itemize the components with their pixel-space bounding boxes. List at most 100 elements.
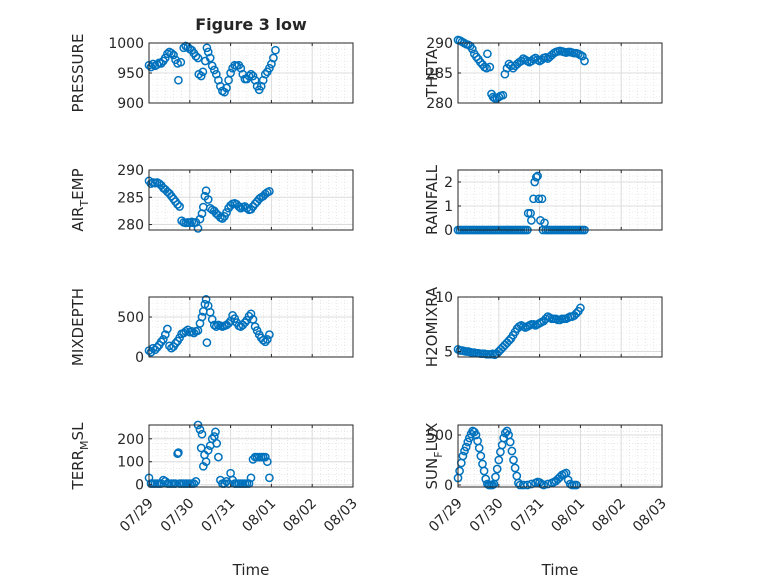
data-point — [460, 446, 469, 456]
data-point — [207, 434, 217, 444]
data-point — [207, 61, 217, 71]
axes-box — [148, 169, 354, 231]
data-point — [195, 425, 205, 434]
data-point — [523, 480, 532, 490]
data-point — [529, 194, 538, 204]
data-point — [187, 327, 197, 336]
data-point — [265, 473, 274, 483]
axes-box — [457, 424, 663, 488]
data-point — [175, 202, 184, 211]
data-point — [246, 69, 256, 79]
y-axis-label: PRESSURE — [69, 34, 87, 113]
y-tick-label: 5 — [444, 345, 453, 361]
data-point — [152, 60, 162, 69]
data-point — [576, 303, 585, 313]
data-point — [494, 455, 504, 465]
data-point — [260, 452, 270, 462]
data-point — [222, 208, 231, 217]
data-point — [541, 314, 551, 324]
data-point — [534, 194, 544, 204]
data-point — [152, 343, 162, 352]
data-point — [163, 324, 172, 334]
data-point — [201, 186, 211, 196]
data-point — [174, 448, 183, 457]
data-point — [218, 214, 227, 223]
data-point — [226, 68, 235, 78]
data-point — [171, 339, 180, 348]
y-tick-label: 1000 — [108, 36, 144, 52]
x-axis-label: Time — [232, 561, 270, 579]
x-axis-label: Time — [541, 561, 579, 579]
data-point — [244, 71, 254, 81]
data-point — [158, 335, 168, 344]
data-point — [578, 51, 587, 61]
data-series — [144, 295, 274, 357]
y-tick-label: 900 — [117, 96, 144, 112]
subplot-1: 900 950 1000 PRESSURE — [69, 34, 354, 113]
data-point — [510, 463, 520, 473]
data-point — [179, 43, 189, 53]
data-point — [248, 71, 258, 81]
data-point — [265, 330, 274, 339]
data-point — [504, 336, 514, 345]
y-axis-label: SUNFLUX — [423, 423, 445, 490]
data-point — [209, 320, 219, 330]
data-point — [193, 224, 203, 233]
y-tick-label: 290 — [426, 36, 453, 52]
y-axis-label: H2OMIXRA — [423, 286, 441, 367]
data-point — [207, 315, 217, 324]
data-point — [455, 466, 464, 476]
data-point — [498, 90, 508, 100]
data-point — [203, 445, 213, 455]
data-point — [196, 71, 206, 81]
y-tick-label: 280 — [117, 218, 144, 234]
data-point — [211, 427, 220, 437]
y-axis-label: MIXDEPTH — [69, 288, 87, 366]
y-tick-label: 285 — [426, 66, 453, 82]
data-series — [453, 35, 589, 103]
data-point — [483, 49, 492, 59]
data-point — [492, 464, 502, 474]
y-axis-label: RAINFALL — [423, 164, 441, 235]
y-tick-label: 2 — [444, 175, 453, 191]
data-point — [467, 44, 477, 54]
data-point — [191, 476, 201, 486]
data-point — [156, 337, 166, 347]
data-point — [507, 446, 517, 456]
data-point — [269, 53, 278, 63]
data-point — [271, 45, 280, 55]
axes-box — [457, 169, 663, 231]
data-point — [163, 49, 172, 59]
data-point — [201, 457, 211, 467]
data-point — [181, 327, 191, 336]
data-point — [472, 52, 481, 62]
data-point — [474, 443, 484, 453]
data-point — [234, 202, 244, 211]
data-series — [144, 176, 274, 233]
data-point — [202, 43, 212, 53]
data-point — [209, 65, 219, 75]
axes-box — [148, 424, 354, 488]
data-point — [191, 51, 201, 61]
data-point — [262, 457, 272, 467]
figure-title: Figure 3 low — [195, 15, 307, 34]
data-point — [516, 56, 526, 66]
data-point — [505, 437, 515, 447]
data-point — [176, 57, 186, 67]
y-tick-label: 10 — [435, 290, 453, 306]
y-axis-label: AIRTEMP — [69, 168, 91, 231]
data-point — [246, 473, 256, 483]
data-point — [471, 430, 481, 440]
y-axis-label: TERRMSL — [69, 422, 91, 491]
data-point — [491, 472, 500, 482]
data-point — [198, 67, 208, 77]
data-point — [533, 171, 542, 181]
data-point — [463, 437, 473, 447]
data-point — [222, 83, 231, 93]
data-point — [502, 426, 512, 436]
data-point — [197, 312, 207, 322]
